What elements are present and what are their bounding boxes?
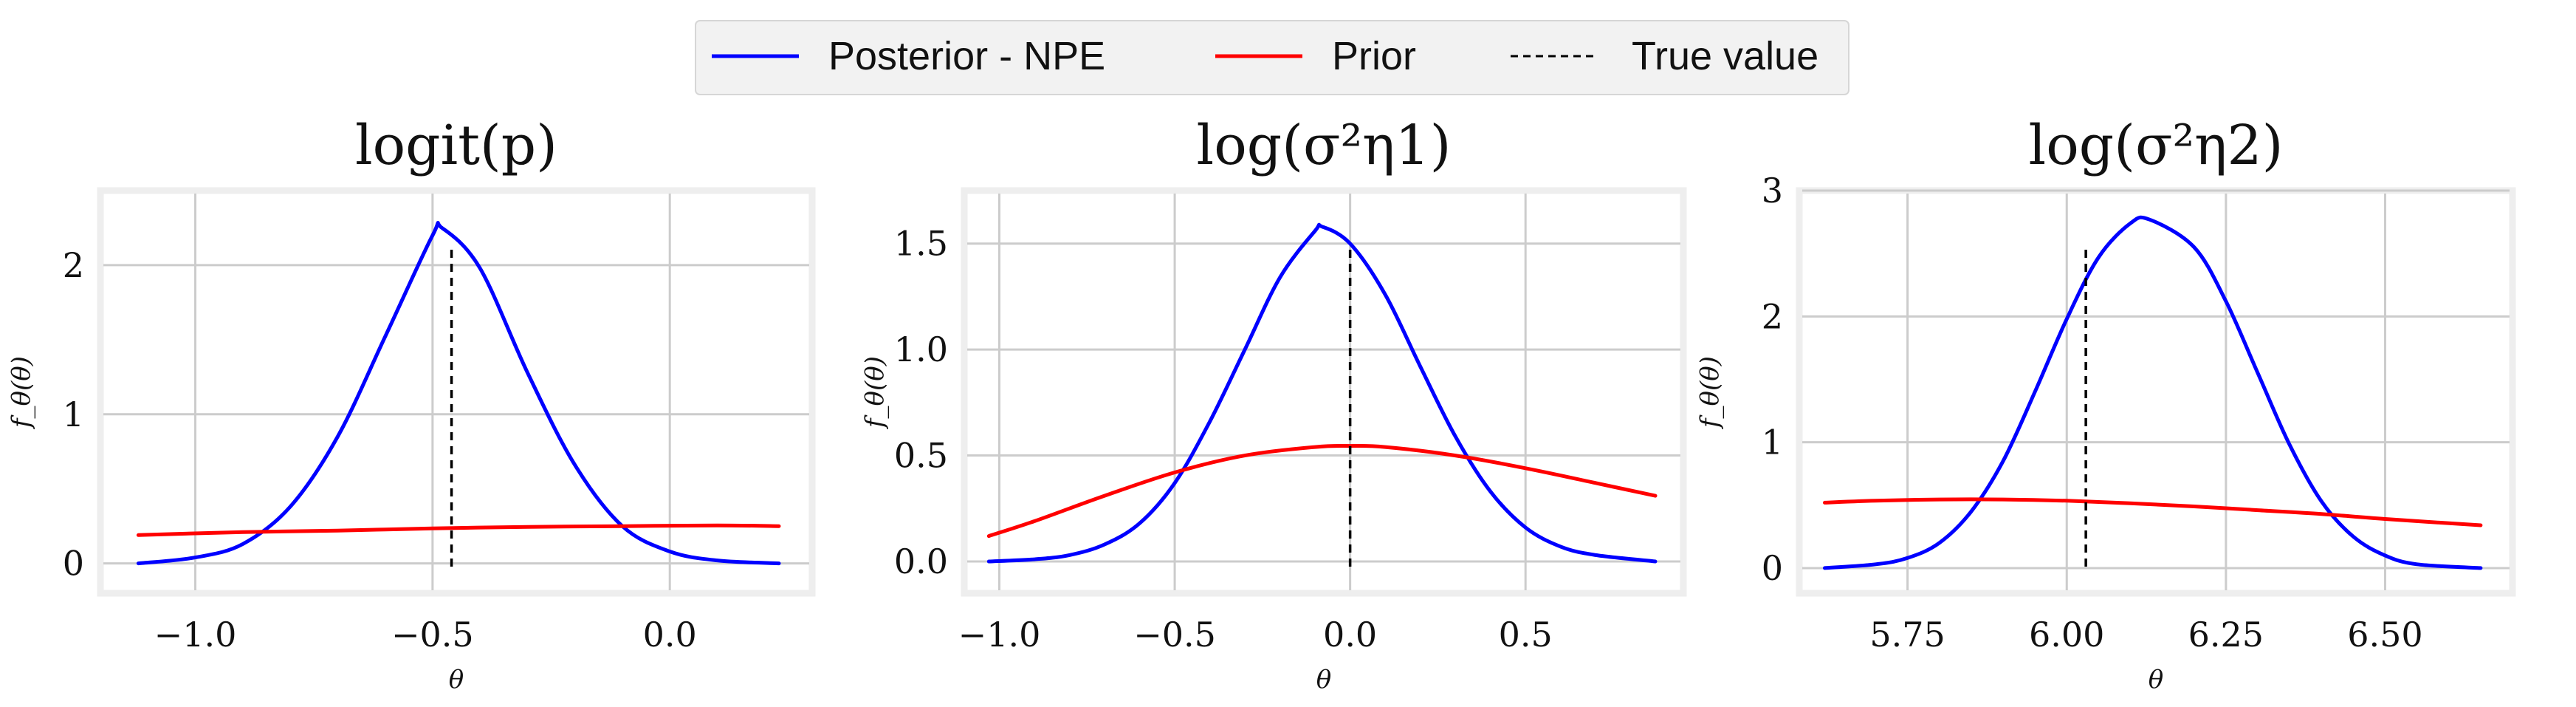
legend-item-true-value: True value (1511, 34, 1818, 78)
log-sigma-eta2-xtick-label: 5.75 (1869, 615, 1945, 655)
log-sigma-eta2-ytick-label: 0 (1762, 548, 1783, 588)
log-sigma-eta2-posterior-line (1823, 215, 2483, 570)
log-sigma-eta2-ylabel: f_θ(θ) (1695, 356, 1725, 430)
log-sigma-eta1-prior-line (986, 443, 1658, 539)
log-sigma-eta1-ytick-label: 1.5 (894, 224, 948, 264)
log-sigma-eta1-plot-area (961, 187, 1687, 597)
logit-p-ytick-label: 2 (63, 245, 84, 285)
logit-p-prior-line (136, 523, 781, 537)
logit-p-xlabel: θ (449, 665, 464, 694)
log-sigma-eta2-plot-area (1796, 187, 2516, 597)
logit-p-title: logit(p) (355, 114, 557, 177)
logit-p-posterior-line (136, 221, 781, 566)
log-sigma-eta1-xtick-label: −0.5 (1133, 615, 1216, 655)
log-sigma-eta2-xlabel: θ (2149, 665, 2163, 694)
legend-label-posterior: Posterior - NPE (828, 34, 1105, 78)
subplot-log-sigma-eta1: −1.0 −0.5 0.0 0.5 0.0 0.5 1.0 1.5 θ f_θ(θ) log(σ²η… (860, 114, 1687, 694)
log-sigma-eta2-title: log(σ²η2) (2029, 114, 2284, 177)
log-sigma-eta1-xlabel: θ (1316, 665, 1331, 694)
log-sigma-eta2-ytick-label: 1 (1762, 423, 1783, 462)
legend-label-true-value: True value (1632, 34, 1818, 78)
logit-p-xtick-label: 0.0 (643, 615, 697, 655)
legend-item-posterior: Posterior - NPE (712, 34, 1105, 78)
log-sigma-eta1-xtick-label: −1.0 (958, 615, 1041, 655)
log-sigma-eta2-xtick-label: 6.00 (2029, 615, 2104, 655)
logit-p-ylabel: f_θ(θ) (7, 356, 36, 430)
log-sigma-eta2-ytick-label: 2 (1762, 296, 1783, 336)
logit-p-xtick-label: −0.5 (391, 615, 474, 655)
legend-item-prior: Prior (1215, 34, 1416, 78)
subplot-log-sigma-eta2: 5.75 6.00 6.25 6.50 0 1 2 3 θ f_θ(θ) log(σ²η2) (1695, 114, 2516, 694)
log-sigma-eta1-ylabel: f_θ(θ) (860, 356, 890, 430)
logit-p-ytick-label: 1 (63, 395, 84, 434)
legend: Posterior - NPE Prior True value (695, 20, 1849, 95)
log-sigma-eta2-xtick-label: 6.25 (2188, 615, 2264, 655)
log-sigma-eta1-ytick-label: 0.0 (894, 542, 948, 581)
log-sigma-eta1-xtick-label: 0.5 (1499, 615, 1553, 655)
logit-p-xtick-label: −1.0 (154, 615, 237, 655)
log-sigma-eta1-ytick-label: 1.0 (894, 329, 948, 369)
log-sigma-eta1-ytick-label: 0.5 (894, 436, 948, 476)
log-sigma-eta2-xtick-label: 6.50 (2347, 615, 2422, 655)
log-sigma-eta2-ytick-label: 3 (1762, 171, 1783, 211)
log-sigma-eta1-title: log(σ²η1) (1197, 114, 1452, 177)
log-sigma-eta1-posterior-line (986, 222, 1658, 564)
logit-p-ytick-label: 0 (63, 544, 84, 584)
legend-label-prior: Prior (1332, 34, 1416, 78)
log-sigma-eta1-xtick-label: 0.0 (1323, 615, 1377, 655)
log-sigma-eta2-prior-line (1823, 497, 2483, 527)
subplot-logit-p: −1.0 −0.5 0.0 0 1 2 θ f_θ(θ) logit(p) (7, 114, 816, 694)
